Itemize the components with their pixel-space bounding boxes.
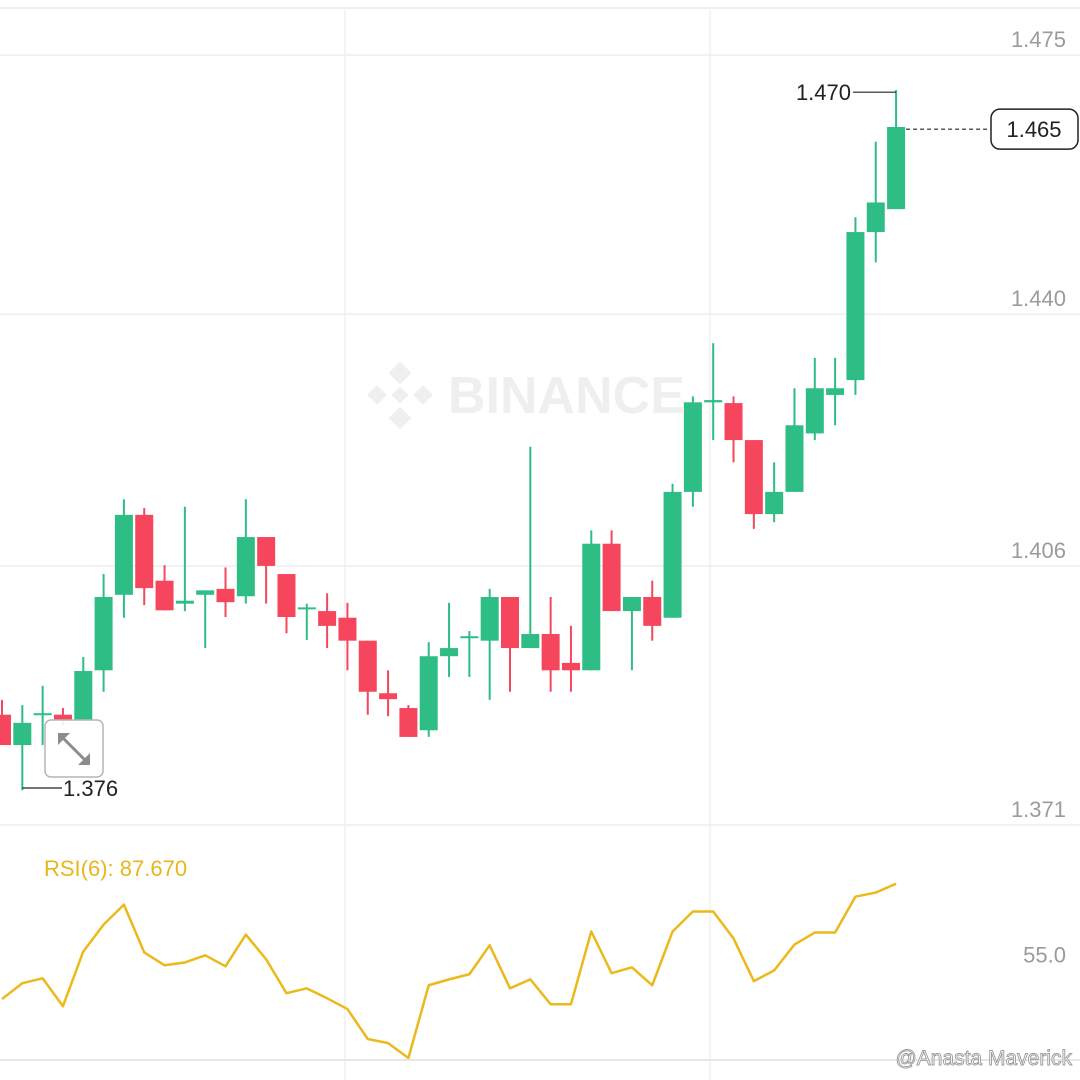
- y-tick-label: 1.371: [1011, 797, 1066, 822]
- credit-watermark: @Anasta Maverick: [895, 1047, 1072, 1070]
- y-tick-label: 1.440: [1011, 286, 1066, 311]
- candle-body: [277, 574, 296, 617]
- expand-button[interactable]: [44, 719, 104, 778]
- candle-body: [440, 648, 459, 657]
- candle-body: [175, 600, 194, 604]
- high-label: 1.470: [796, 80, 851, 105]
- candle-body: [582, 543, 601, 671]
- candle-body: [257, 537, 276, 566]
- candle-body: [135, 514, 154, 589]
- y-tick-label: 1.406: [1011, 538, 1066, 563]
- watermark-logo: [367, 361, 433, 430]
- candle-body: [236, 537, 255, 597]
- candle-body: [785, 425, 804, 492]
- candle-body: [33, 713, 52, 716]
- candle-body: [602, 543, 621, 612]
- candle-body: [622, 597, 641, 612]
- candle-body: [0, 714, 11, 746]
- y-tick-label: 1.475: [1011, 27, 1066, 52]
- candle-body: [13, 722, 32, 746]
- candle-body: [724, 403, 743, 441]
- candle-body: [643, 597, 662, 626]
- candle-body: [866, 202, 885, 233]
- candle-body: [541, 634, 560, 671]
- candle-body: [53, 714, 72, 720]
- candle-body: [94, 597, 113, 671]
- candle-body: [460, 636, 479, 639]
- candle-body: [846, 232, 865, 381]
- candle-body: [805, 388, 824, 434]
- y-tick-label: 55.0: [1023, 942, 1066, 967]
- candle-body: [765, 491, 784, 515]
- plot: 1.475 1.440 1.406 1.371 1.470 1.376 1.465 55.0: [0, 27, 1080, 1060]
- candle-body: [399, 708, 418, 737]
- candle-body: [521, 634, 540, 649]
- last-price-label: 1.465: [1006, 117, 1061, 142]
- last-price-box: [990, 108, 1079, 150]
- candle-body: [216, 588, 235, 603]
- candle-body: [358, 640, 377, 692]
- watermark: BINANCE: [448, 367, 685, 425]
- candle-body: [501, 597, 519, 649]
- rsi-title: RSI(6): 87.670: [44, 856, 187, 881]
- candle-body: [419, 656, 438, 731]
- candle-body: [826, 388, 845, 395]
- candle-body: [196, 590, 215, 595]
- candle-body: [155, 580, 174, 611]
- candle-body: [297, 607, 316, 610]
- candle-body: [318, 611, 337, 626]
- candle-body: [704, 400, 723, 403]
- candle-body: [561, 662, 580, 671]
- rsi-line: [1, 882, 897, 1060]
- candle-body: [480, 597, 499, 641]
- candle-body: [74, 671, 93, 720]
- candle-body: [663, 491, 682, 618]
- candle-body: [338, 617, 357, 641]
- candle-body: [114, 514, 133, 595]
- low-label: 1.376: [63, 776, 118, 801]
- candle-body: [744, 440, 763, 515]
- candle-body: [379, 693, 398, 700]
- candle-body: [683, 402, 702, 492]
- candle-body: [887, 126, 906, 210]
